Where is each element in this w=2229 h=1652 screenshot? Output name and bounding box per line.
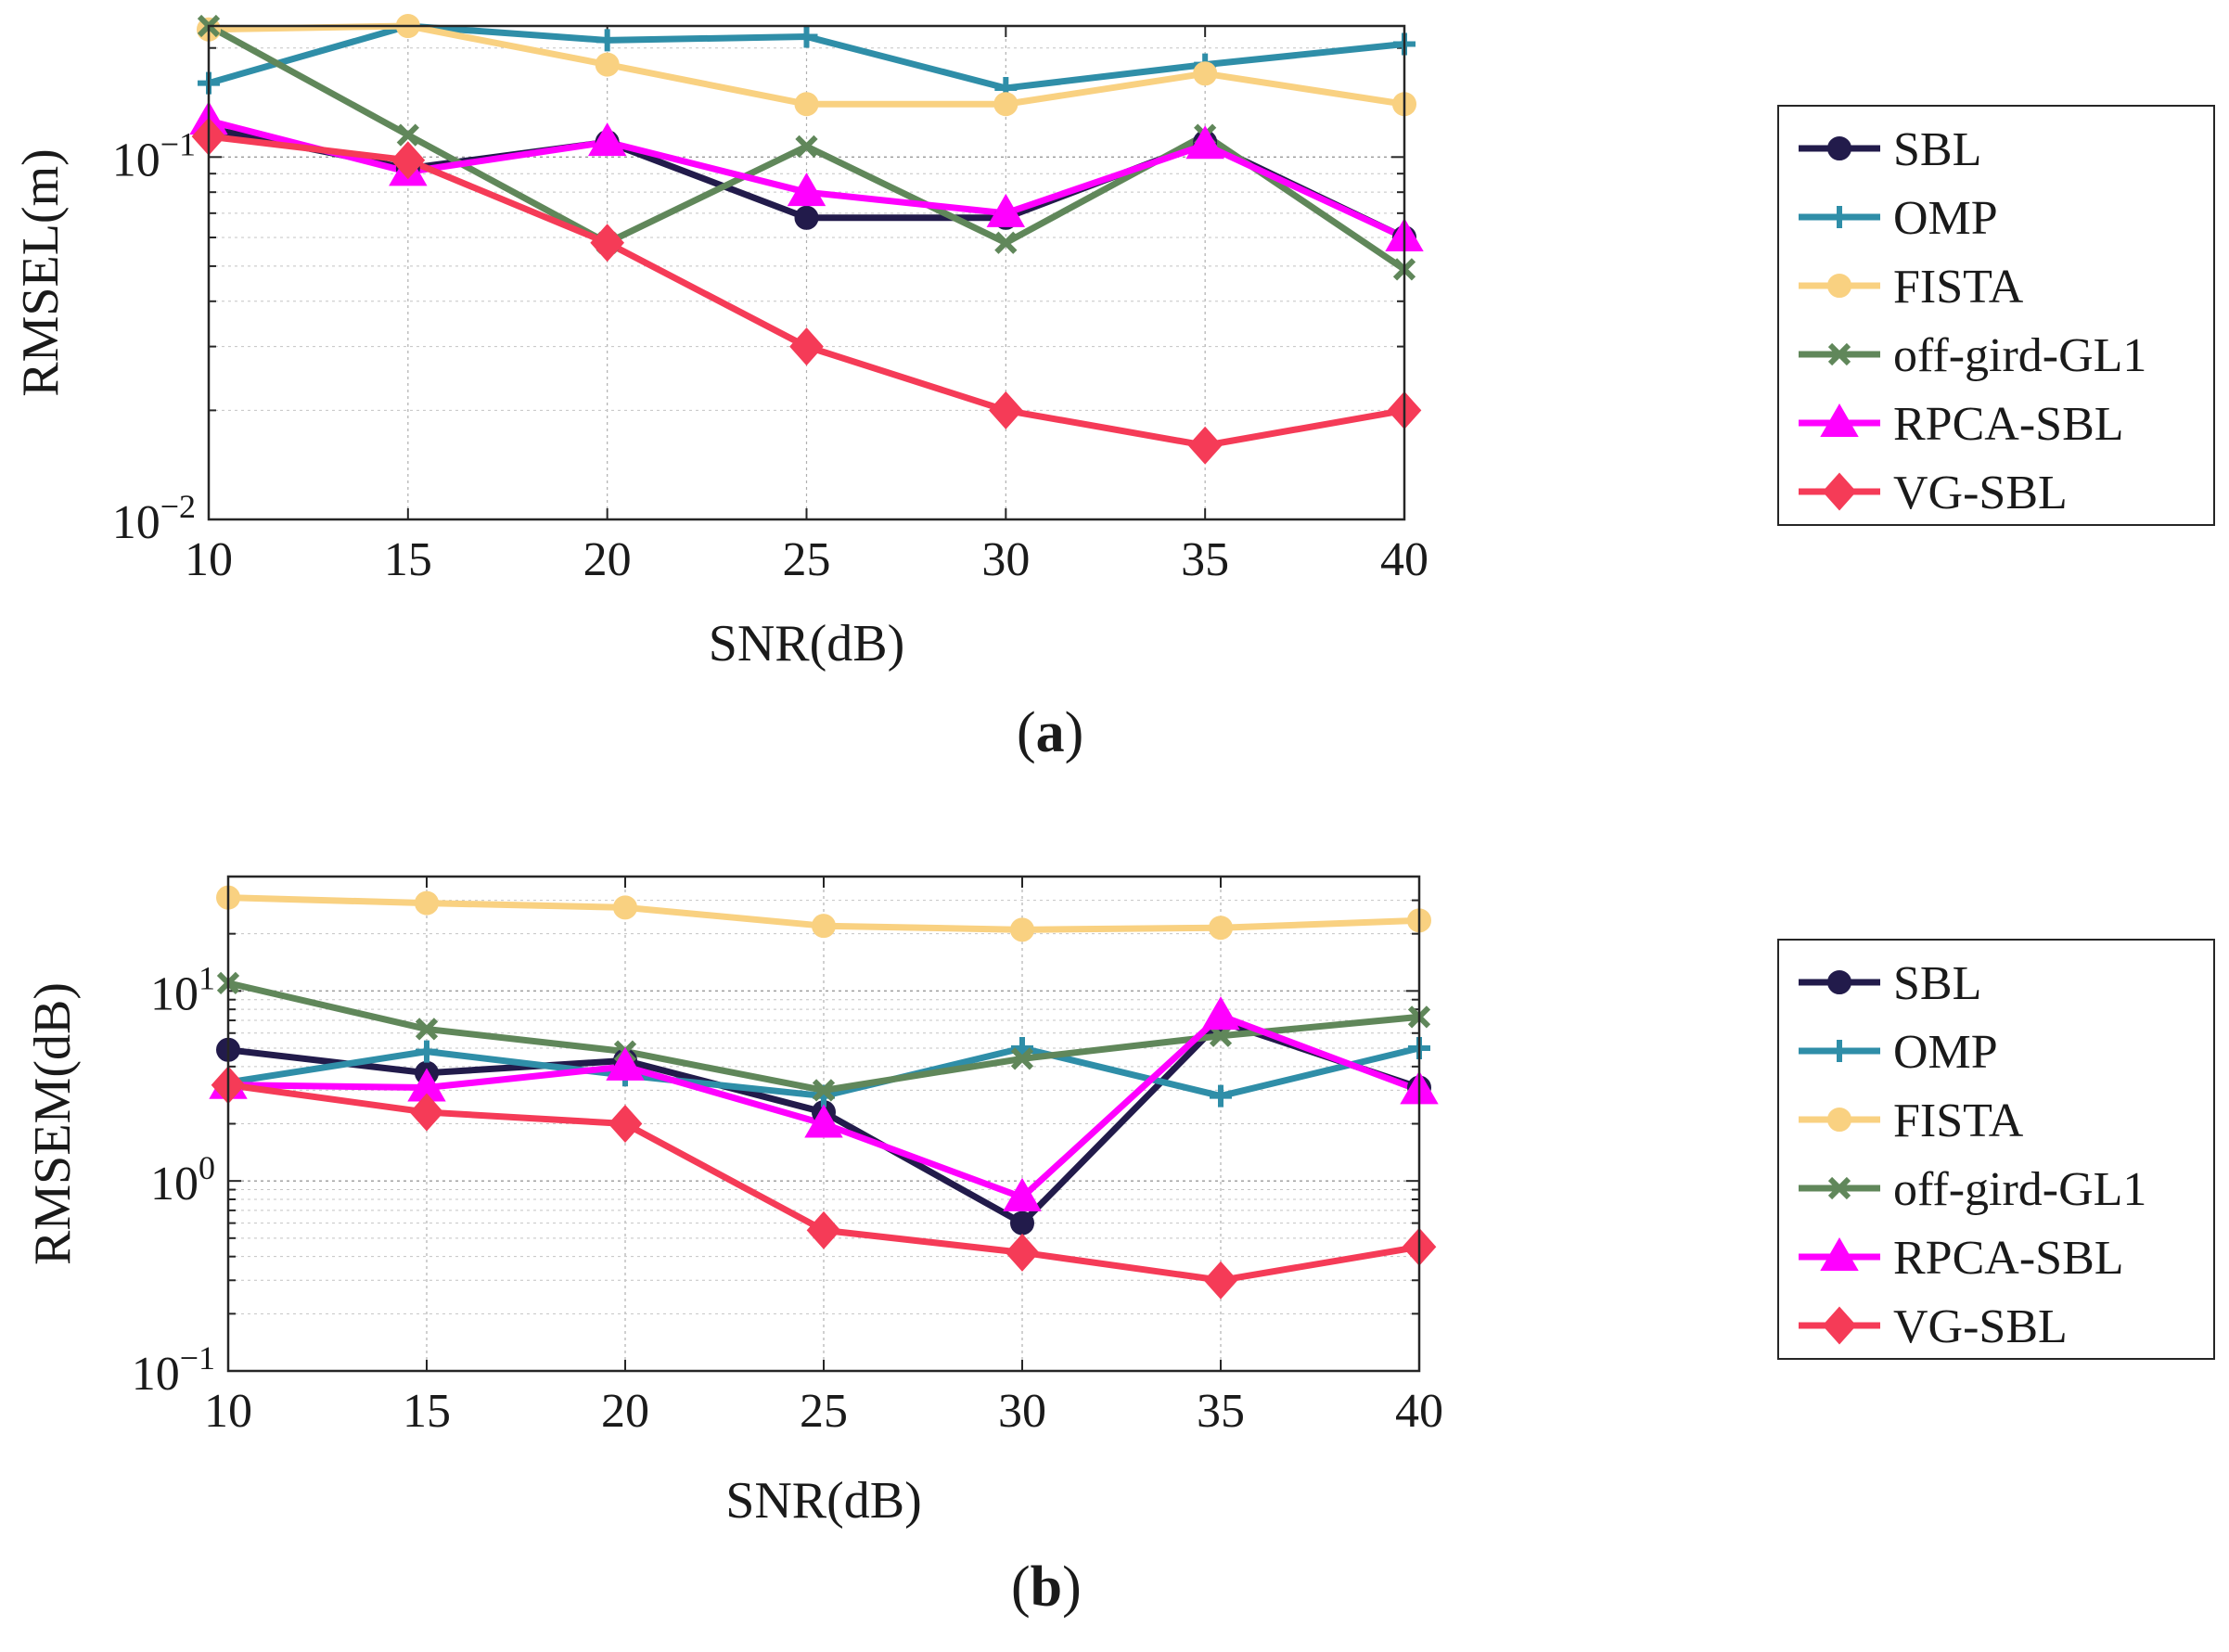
data-point-fista	[993, 92, 1018, 117]
data-point-off-gird-gl1	[795, 134, 818, 158]
legend-label-omp: OMP	[1893, 1026, 1998, 1079]
data-point-vg-sbl	[1005, 1233, 1040, 1272]
series-group	[209, 885, 1439, 1300]
data-point-rpca-sbl	[787, 173, 826, 207]
data-point-vg-sbl	[1203, 1261, 1238, 1300]
legend-label-rpca-sbl: RPCA-SBL	[1893, 1232, 2124, 1285]
panel-label-a: (a)	[1017, 701, 1084, 764]
data-point-fista	[1010, 917, 1034, 942]
panel-label-b: (b)	[1011, 1556, 1082, 1619]
data-point-rpca-sbl	[587, 122, 627, 157]
legend-marker-fista	[1827, 274, 1851, 298]
legend-marker-sbl	[1827, 970, 1851, 994]
data-point-omp	[596, 29, 619, 52]
axes-box	[226, 875, 1421, 1373]
y-tick-label: 100	[150, 1149, 215, 1210]
data-point-fista	[595, 52, 620, 77]
y-tick-label: 10−2	[112, 488, 196, 549]
x-tick-label: 15	[384, 533, 432, 586]
data-point-off-gird-gl1	[812, 1079, 836, 1102]
x-tick-label: 40	[1380, 533, 1428, 586]
data-point-vg-sbl	[608, 1105, 643, 1143]
data-point-fista	[794, 92, 819, 117]
data-point-fista	[812, 914, 836, 939]
x-tick-label: 25	[800, 1385, 848, 1438]
data-point-vg-sbl	[789, 327, 824, 366]
legend-marker-off-gird-gl1	[1827, 1176, 1851, 1200]
data-point-sbl	[794, 205, 819, 230]
legend-label-sbl: SBL	[1893, 123, 1981, 176]
legend-label-off-gird-gl1: off-gird-GL1	[1893, 1163, 2146, 1216]
data-point-vg-sbl	[988, 391, 1023, 429]
data-point-rpca-sbl	[606, 1046, 645, 1081]
axes-box	[207, 24, 1406, 521]
y-tick-label: 10−1	[112, 125, 196, 186]
y-tick-label: 101	[150, 959, 215, 1020]
data-point-vg-sbl	[590, 224, 625, 263]
legend: SBL OMP FISTA off-gird-GL1 RPCA-SBL VG-SBL	[1777, 105, 2215, 526]
x-tick-label: 10	[185, 533, 233, 586]
data-point-rpca-sbl	[804, 1104, 843, 1138]
data-point-vg-sbl	[409, 1093, 444, 1132]
data-point-vg-sbl	[1187, 426, 1223, 465]
legend-marker-fista	[1827, 1108, 1851, 1132]
data-point-rpca-sbl	[1185, 125, 1224, 160]
data-point-fista	[415, 890, 439, 916]
x-tick-label: 30	[998, 1385, 1046, 1438]
legend-box	[1777, 105, 2215, 526]
data-point-fista	[1209, 916, 1233, 941]
x-axis-label: SNR(dB)	[709, 615, 905, 672]
legend-marker-sbl	[1827, 136, 1851, 160]
y-axis-label: RMSEL(m)	[12, 148, 70, 397]
legend-label-vg-sbl: VG-SBL	[1893, 1300, 2068, 1353]
x-tick-label: 20	[583, 533, 632, 586]
legend-label-fista: FISTA	[1893, 1095, 2024, 1147]
data-point-omp	[1210, 1084, 1232, 1108]
data-point-vg-sbl	[806, 1210, 841, 1249]
x-tick-label: 20	[601, 1385, 649, 1438]
legend-marker-rpca-sbl	[1820, 1236, 1859, 1271]
legend-marker-rpca-sbl	[1820, 403, 1859, 437]
x-axis-label: SNR(dB)	[725, 1472, 922, 1530]
data-point-off-gird-gl1	[415, 1018, 439, 1041]
legend-label-vg-sbl: VG-SBL	[1893, 467, 2068, 519]
data-point-off-gird-gl1	[396, 123, 419, 147]
x-tick-label: 30	[981, 533, 1030, 586]
y-tick-label: 10−1	[132, 1339, 215, 1401]
chart-panel-a: 10 15 20 25 30 35 40 10−2 10−1 SNR(dB) RMSEL(m) SBL…	[12, 14, 2215, 672]
x-tick-label: 15	[403, 1385, 451, 1438]
legend-marker-vg-sbl	[1822, 1306, 1857, 1345]
data-point-sbl	[1010, 1210, 1034, 1236]
x-tick-label: 40	[1395, 1385, 1443, 1438]
legend-label-rpca-sbl: RPCA-SBL	[1893, 398, 2124, 451]
y-axis-label: RMSEM(dB)	[24, 982, 82, 1265]
legend-label-omp: OMP	[1893, 192, 1998, 245]
data-point-fista	[613, 895, 637, 920]
data-point-vg-sbl	[391, 141, 426, 180]
legend-marker-vg-sbl	[1822, 472, 1857, 511]
data-point-omp	[795, 25, 818, 48]
chart-panel-b: 10 15 20 25 30 35 40 10−1 100 101 SNR(dB) RMSEM(dB)…	[24, 875, 2215, 1530]
data-point-off-gird-gl1	[994, 231, 1018, 254]
x-tick-label: 25	[783, 533, 831, 586]
legend-marker-omp	[1828, 1040, 1851, 1062]
legend-label-sbl: SBL	[1893, 957, 1981, 1010]
legend-marker-omp	[1828, 206, 1851, 228]
data-point-omp	[416, 1040, 438, 1063]
legend-label-fista: FISTA	[1893, 261, 2024, 314]
data-point-rpca-sbl	[986, 193, 1026, 227]
data-point-rpca-sbl	[1201, 996, 1240, 1031]
legend-marker-off-gird-gl1	[1827, 342, 1851, 366]
data-point-rpca-sbl	[1003, 1177, 1042, 1211]
legend-label-off-gird-gl1: off-gird-GL1	[1893, 329, 2146, 382]
legend-box	[1777, 939, 2215, 1360]
data-point-off-gird-gl1	[1209, 1024, 1233, 1047]
x-tick-label: 35	[1181, 533, 1229, 586]
legend: SBL OMP FISTA off-gird-GL1 RPCA-SBL VG-SBL	[1777, 939, 2215, 1360]
data-point-off-gird-gl1	[1010, 1047, 1034, 1070]
data-point-fista	[1193, 61, 1218, 86]
x-tick-label: 10	[204, 1385, 252, 1438]
x-tick-label: 35	[1197, 1385, 1245, 1438]
